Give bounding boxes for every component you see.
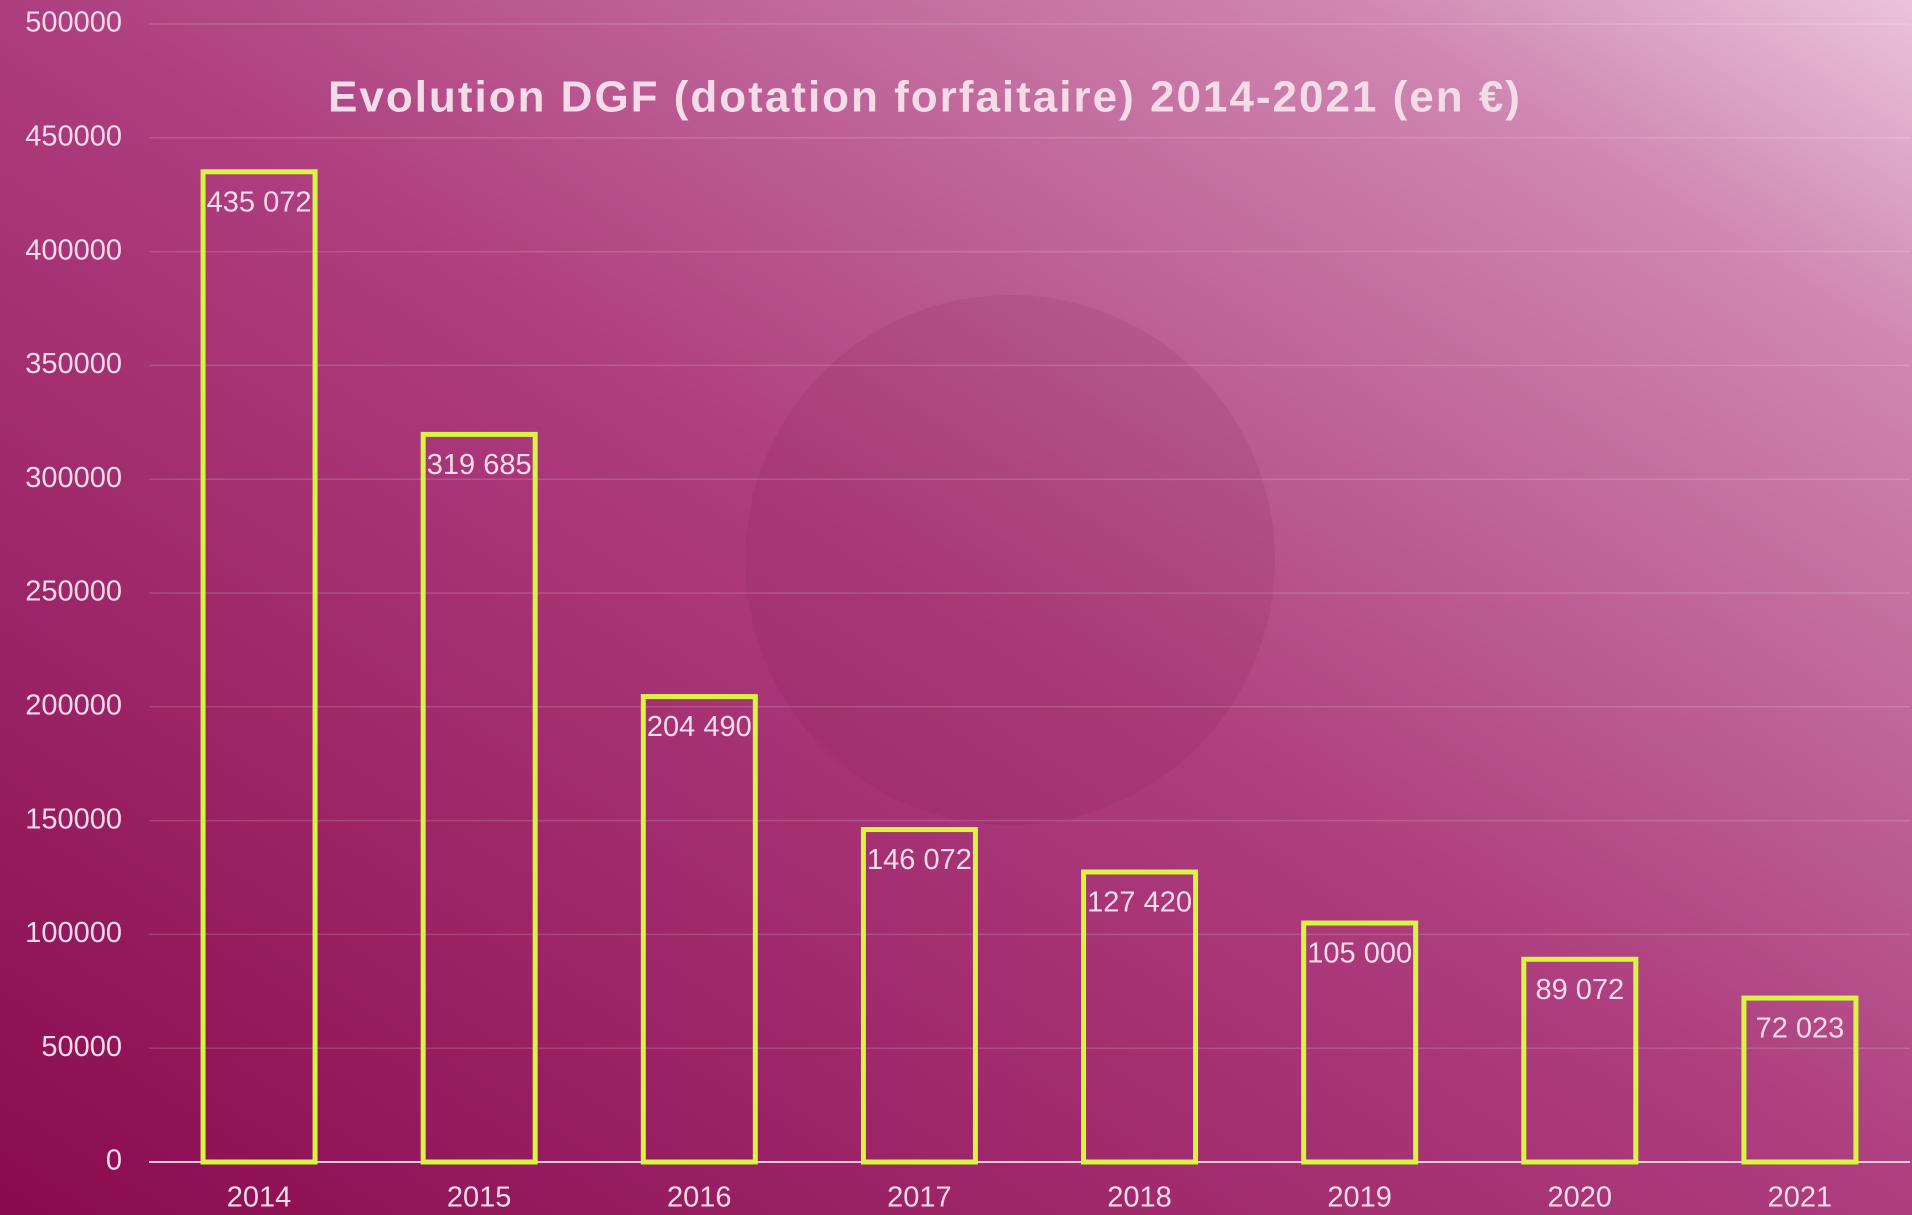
x-tick-label: 2015 xyxy=(447,1182,512,1214)
x-tick-label: 2019 xyxy=(1327,1182,1392,1214)
value-label: 204 490 xyxy=(647,711,752,743)
value-label: 435 072 xyxy=(207,186,312,218)
chart-title: Evolution DGF (dotation forfaitaire) 201… xyxy=(328,73,1522,122)
value-label: 319 685 xyxy=(427,449,532,481)
x-tick-label: 2016 xyxy=(667,1182,732,1214)
x-tick-label: 2018 xyxy=(1107,1182,1172,1214)
y-tick-label: 500000 xyxy=(25,7,122,39)
y-tick-label: 300000 xyxy=(25,462,122,494)
x-tick-label: 2021 xyxy=(1768,1182,1833,1214)
x-tick-label: 2020 xyxy=(1548,1182,1613,1214)
y-tick-label: 400000 xyxy=(25,234,122,266)
y-tick-label: 50000 xyxy=(41,1031,122,1063)
value-label: 127 420 xyxy=(1087,887,1192,919)
y-tick-label: 150000 xyxy=(25,803,122,835)
y-tick-label: 450000 xyxy=(25,120,122,152)
value-label: 72 023 xyxy=(1756,1013,1845,1045)
watermark xyxy=(745,295,1275,825)
x-tick-label: 2017 xyxy=(887,1182,952,1214)
value-label: 105 000 xyxy=(1307,938,1412,970)
value-label: 89 072 xyxy=(1535,974,1624,1006)
y-tick-label: 100000 xyxy=(25,917,122,949)
y-tick-label: 350000 xyxy=(25,348,122,380)
y-tick-label: 200000 xyxy=(25,689,122,721)
y-tick-label: 250000 xyxy=(25,576,122,608)
y-tick-label: 0 xyxy=(106,1145,122,1177)
chart: Evolution DGF (dotation forfaitaire) 201… xyxy=(0,0,1912,1215)
page: {"chart_data": {"type": "bar", "title": … xyxy=(0,0,1912,1215)
value-label: 146 072 xyxy=(867,844,972,876)
x-tick-label: 2014 xyxy=(227,1182,292,1214)
